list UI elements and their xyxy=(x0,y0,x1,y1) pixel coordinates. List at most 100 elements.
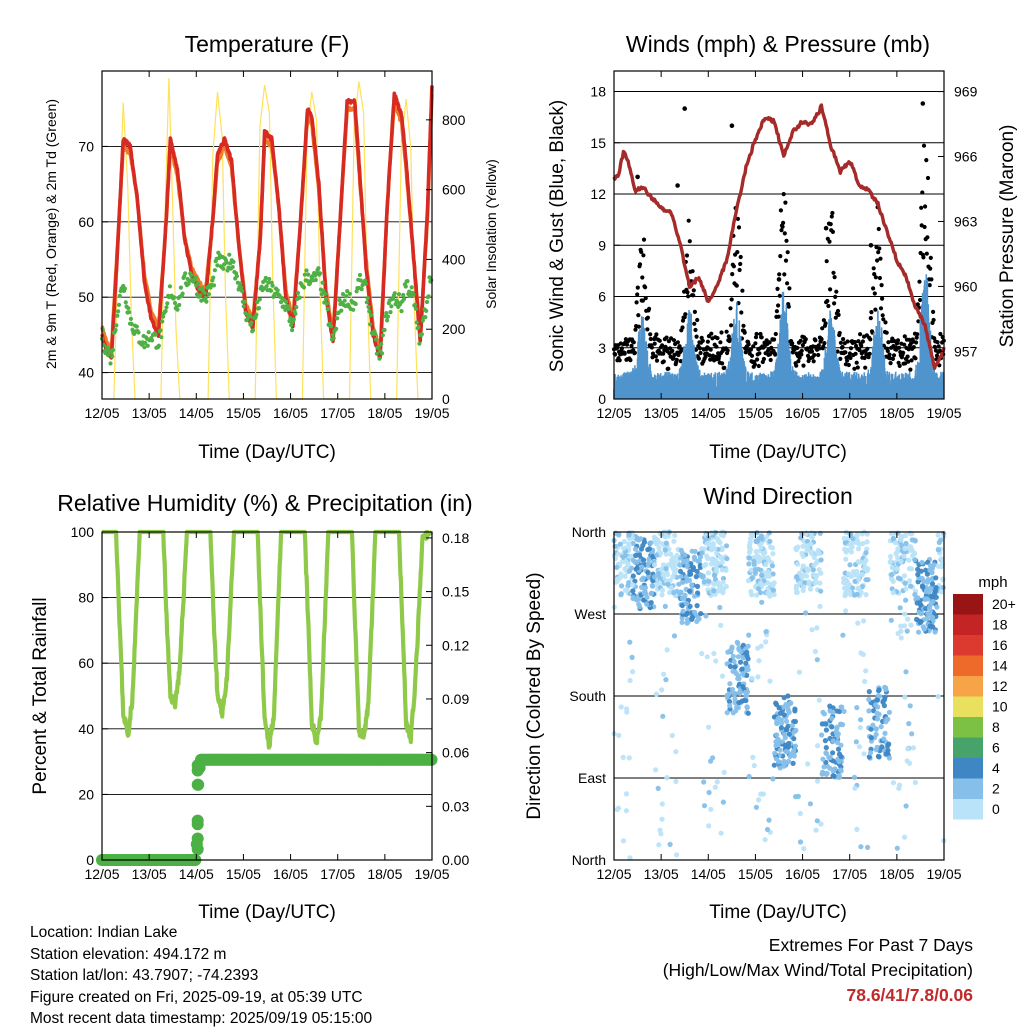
direction-point xyxy=(814,818,820,824)
direction-point xyxy=(660,713,666,719)
gust-point xyxy=(740,288,745,293)
x-tick-label: 16/05 xyxy=(273,405,308,421)
direction-point xyxy=(732,664,738,670)
direction-point xyxy=(665,533,671,539)
gust-point xyxy=(826,303,831,309)
gust-point xyxy=(831,270,836,275)
x-tick-label: 14/05 xyxy=(179,866,214,882)
direction-point xyxy=(630,595,636,602)
direction-point xyxy=(815,743,821,749)
direction-point xyxy=(764,534,770,540)
dewpoint-point xyxy=(158,328,163,333)
dewpoint-point xyxy=(136,330,141,335)
direction-point xyxy=(807,586,814,592)
direction-point xyxy=(699,550,705,556)
direction-point xyxy=(623,808,630,814)
direction-point xyxy=(791,736,797,742)
direction-point xyxy=(705,570,712,576)
dewpoint-point xyxy=(172,295,177,300)
direction-point xyxy=(727,703,733,709)
y-tick-label: 15 xyxy=(590,135,606,151)
direction-point xyxy=(747,536,754,542)
direction-point xyxy=(894,845,900,851)
direction-point xyxy=(704,541,710,547)
y-tick-label: 18 xyxy=(590,84,606,100)
dewpoint-point xyxy=(379,351,385,356)
gust-point xyxy=(693,347,699,352)
direction-point xyxy=(895,575,902,581)
direction-point xyxy=(860,541,866,547)
dewpoint-point xyxy=(270,283,275,288)
gust-point xyxy=(661,351,666,356)
direction-point xyxy=(719,559,725,566)
direction-point xyxy=(660,571,666,578)
gust-point xyxy=(820,326,825,331)
direction-point xyxy=(678,547,684,554)
y2-tick-label: 200 xyxy=(442,321,466,337)
direction-point xyxy=(821,711,828,717)
direction-point xyxy=(756,797,762,803)
direction-point xyxy=(629,654,635,661)
direction-point xyxy=(924,616,930,622)
dewpoint-point xyxy=(357,272,363,278)
direction-point xyxy=(706,823,712,829)
direction-point xyxy=(850,536,856,542)
gust-point xyxy=(751,344,756,349)
gust-point xyxy=(853,351,858,356)
y-tick-label: 50 xyxy=(78,289,94,305)
direction-point xyxy=(752,570,759,576)
dewpoint-point xyxy=(123,300,128,305)
dewpoint-point xyxy=(256,306,262,311)
direction-point xyxy=(865,566,871,572)
direction-point xyxy=(667,577,673,583)
gust-point xyxy=(843,350,848,355)
direction-point xyxy=(924,596,930,602)
legend-label: 20+ xyxy=(992,596,1016,612)
direction-point xyxy=(841,708,847,715)
direction-point xyxy=(868,726,874,732)
y-tick-label: 0 xyxy=(86,852,94,868)
gust-point xyxy=(730,272,735,277)
dewpoint-point xyxy=(193,275,198,280)
gust-point xyxy=(905,354,910,359)
direction-point xyxy=(632,546,639,552)
direction-point xyxy=(830,773,836,779)
gust-point xyxy=(821,318,827,323)
dewpoint-point xyxy=(345,289,350,294)
y2-axis-label: Solar Insolation (Yellow) xyxy=(483,159,499,309)
direction-point xyxy=(639,577,645,583)
direction-point xyxy=(790,760,796,767)
gust-point xyxy=(880,313,885,318)
gust-peak-point xyxy=(729,123,735,128)
gust-point xyxy=(753,335,759,340)
direction-point xyxy=(759,599,765,605)
direction-point xyxy=(789,751,795,757)
direction-point xyxy=(924,571,931,577)
direction-point xyxy=(627,639,633,645)
direction-point xyxy=(836,759,842,765)
legend-swatch xyxy=(953,696,983,717)
direction-point xyxy=(902,580,908,586)
direction-point xyxy=(841,535,848,541)
gust-point xyxy=(871,266,876,271)
gust-point xyxy=(617,358,622,363)
y-tick-label: 100 xyxy=(71,524,95,540)
direction-point xyxy=(692,556,698,563)
gust-point xyxy=(619,346,625,351)
dewpoint-point xyxy=(385,318,390,323)
direction-point xyxy=(848,573,854,580)
direction-point xyxy=(915,595,921,601)
direction-point xyxy=(863,592,869,598)
direction-point xyxy=(816,697,822,703)
plot-frame xyxy=(101,70,433,400)
direction-point xyxy=(671,633,678,639)
gust-point xyxy=(811,359,816,364)
direction-point xyxy=(935,547,942,553)
direction-point xyxy=(774,720,780,726)
y-axis-label: Sonic Wind & Gust (Blue, Black) xyxy=(547,100,568,372)
dewpoint-point xyxy=(380,333,385,338)
dewpoint-point xyxy=(403,284,408,289)
direction-point xyxy=(796,570,803,576)
direction-point xyxy=(819,721,826,727)
direction-point xyxy=(730,710,736,716)
